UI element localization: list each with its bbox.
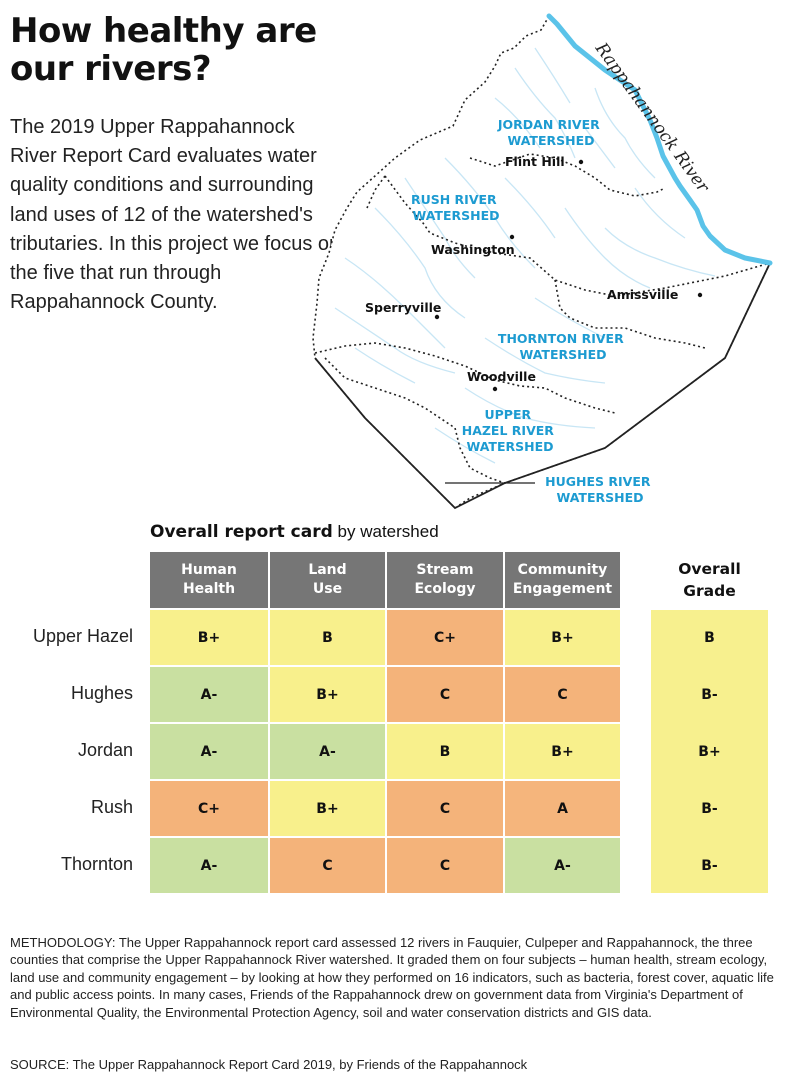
report-card-subtitle: by watershed: [337, 522, 439, 541]
grade-cell: A-: [505, 838, 620, 893]
thornton-watershed-label: THORNTON RIVER WATERSHED: [498, 331, 628, 362]
svg-text:Woodville: Woodville: [467, 369, 536, 384]
overall-grade-cell: B+: [698, 743, 721, 760]
overall-grade-cell: B-: [701, 800, 718, 817]
county-border: [312, 15, 771, 510]
watershed-boundaries: [314, 153, 771, 484]
report-card-heading: Overall report card by watershed: [150, 522, 439, 542]
grade-cell: B+: [270, 781, 385, 836]
grade-cell: C+: [150, 781, 268, 836]
intro-text: The 2019 Upper Rappahannock River Report…: [10, 116, 341, 314]
grade-cell: C: [387, 667, 503, 722]
jordan-watershed-label: JORDAN RIVER WATERSHED: [497, 117, 604, 148]
row-label-thornton: Thornton: [60, 854, 133, 874]
grade-cell: B: [387, 724, 503, 779]
overall-grade-cell: B: [704, 629, 715, 646]
grade-cell: C: [387, 781, 503, 836]
row-label-rush: Rush: [90, 797, 133, 817]
row-label-jordan: Jordan: [77, 740, 133, 760]
col-header-overall-grade: Overall Grade: [678, 560, 741, 600]
grade-cell: A-: [150, 838, 268, 893]
svg-text:Flint Hill: Flint Hill: [505, 154, 565, 169]
grade-cell: C+: [387, 610, 503, 665]
col-header-stream-ecology: Stream Ecology: [387, 552, 503, 608]
row-label-upper-hazel: Upper Hazel: [32, 626, 133, 646]
page-title: How healthy are our rivers?: [10, 11, 317, 89]
grade-cell: B+: [505, 610, 620, 665]
grade-cell: A-: [150, 667, 268, 722]
overall-grade-cell: B-: [701, 857, 718, 874]
grade-cell: B+: [270, 667, 385, 722]
grade-cell: A-: [150, 724, 268, 779]
svg-text:Washington: Washington: [431, 242, 515, 257]
row-label-hughes: Hughes: [70, 683, 133, 703]
grade-cell: A: [505, 781, 620, 836]
rush-watershed-label: RUSH RIVER WATERSHED: [411, 192, 501, 223]
town-sperryville: Sperryville: [365, 300, 441, 320]
col-header-community-engagement: Community Engagement: [505, 552, 620, 608]
hazel-watershed-label: UPPER HAZEL RIVER WATERSHED: [462, 407, 559, 454]
svg-text:Amissville: Amissville: [607, 287, 678, 302]
hughes-watershed-label: HUGHES RIVER WATERSHED: [545, 474, 655, 505]
grade-cell: B: [270, 610, 385, 665]
col-header-human-health: Human Health: [150, 552, 268, 608]
grade-cell: B+: [150, 610, 268, 665]
town-woodville: Woodville: [467, 369, 536, 392]
report-card-title: Overall report card: [150, 522, 333, 542]
grade-cell: B+: [505, 724, 620, 779]
rappahannock-river: [546, 13, 773, 266]
grade-cell: C: [387, 838, 503, 893]
streams: [334, 47, 716, 464]
grade-cell: A-: [270, 724, 385, 779]
grade-cell: C: [505, 667, 620, 722]
col-header-land-use: Land Use: [270, 552, 385, 608]
town-amissville: Amissville: [607, 287, 703, 302]
source-note: SOURCE: The Upper Rappahannock Report Ca…: [10, 1057, 528, 1072]
grade-cell: C: [270, 838, 385, 893]
svg-text:Sperryville: Sperryville: [365, 300, 441, 315]
town-flint-hill: Flint Hill: [505, 154, 584, 169]
overall-grade-cell: B-: [701, 686, 718, 703]
county-solid-edge: [314, 262, 771, 510]
watershed-map: Rappahannock River JORDAN RIVER WATERSHE…: [312, 13, 773, 510]
methodology-note: METHODOLOGY: The Upper Rappahannock repo…: [10, 935, 774, 1020]
overall-grade-column: [651, 610, 768, 893]
town-washington: Washington: [431, 234, 515, 257]
